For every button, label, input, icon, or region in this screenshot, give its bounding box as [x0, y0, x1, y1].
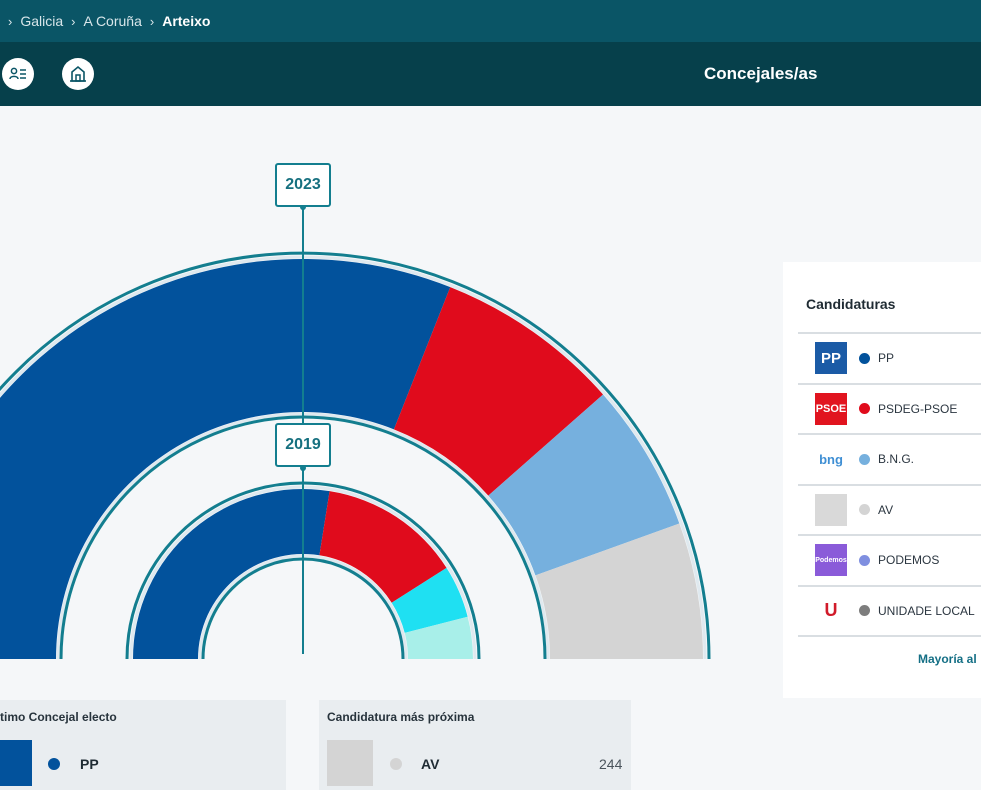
party-name: UNIDADE LOCAL [878, 603, 975, 618]
hemicycle-arcs [0, 251, 711, 660]
seat-2023-segment[interactable] [488, 394, 680, 576]
party-name: AV [878, 502, 894, 517]
closest-candidate-title: Candidatura más próxima [327, 710, 475, 724]
mayoria-link[interactable]: Mayoría al [918, 652, 977, 666]
party-logo [815, 493, 847, 526]
breadcrumb-item-arteixo: Arteixo [162, 13, 211, 29]
chevron-right-icon: › [149, 13, 155, 29]
candidate-list-button[interactable] [2, 58, 34, 90]
seat-2023-segment[interactable] [0, 259, 451, 659]
year-label-2019[interactable]: 2019 [275, 423, 331, 467]
candidatura-row[interactable]: Podemos PODEMOS [798, 536, 981, 587]
party-logo: PSOE [815, 392, 847, 425]
candidatura-row[interactable]: bng B.N.G. [798, 435, 981, 486]
party-logo: bng [815, 443, 847, 476]
party-dot [390, 758, 402, 770]
hemicycle-chart [0, 204, 711, 660]
party-logo: PP [815, 342, 847, 375]
seat-2019-segment[interactable] [391, 567, 468, 633]
party-logo: U [815, 594, 847, 627]
av-logo [327, 740, 373, 786]
seat-2019-segment[interactable] [319, 491, 447, 603]
party-name: PODEMOS [878, 553, 940, 568]
candidaturas-title: Candidaturas [806, 296, 896, 312]
closest-candidate-card: Candidatura más próxima AV 244 [319, 700, 631, 790]
party-color-dot [859, 554, 870, 566]
year-label-2023[interactable]: 2023 [275, 163, 331, 207]
party-logo: Podemos [815, 544, 847, 577]
breadcrumb-item-galicia[interactable]: Galicia [20, 13, 64, 29]
seat-2019-segment[interactable] [133, 489, 330, 659]
town-hall-icon [70, 65, 86, 82]
top-breadcrumb-bar: › Galicia › A Coruña › Arteixo [0, 0, 981, 42]
chevron-right-icon: › [71, 13, 76, 29]
party-dot [48, 758, 60, 770]
chevron-right-icon: › [8, 13, 13, 29]
last-elected-title: timo Concejal electo [0, 710, 117, 724]
closest-candidate-votes: 244 [599, 756, 623, 772]
candidate-list-icon [9, 67, 26, 80]
breadcrumb-item-a-coruna[interactable]: A Coruña [83, 13, 142, 29]
party-name: PSDEG-PSOE [878, 401, 958, 416]
party-color-dot [859, 605, 870, 617]
party-color-dot [859, 352, 870, 364]
seat-2023-segment[interactable] [393, 287, 604, 496]
closest-candidate-party: AV [421, 756, 440, 772]
party-name: B.N.G. [878, 452, 915, 467]
candidaturas-panel: Candidaturas PP PP PSOE PSDEG-PSOE bng B.N.G.… [783, 262, 981, 698]
seat-2023-segment[interactable] [535, 523, 703, 659]
candidatura-row[interactable]: PSOE PSDEG-PSOE [798, 385, 981, 435]
candidatura-row[interactable]: AV [798, 486, 981, 536]
candidaturas-list: PP PP PSOE PSDEG-PSOE bng B.N.G. AV Podemos PODE… [798, 332, 981, 637]
party-name: PP [878, 351, 895, 366]
pp-logo [0, 740, 32, 786]
seat-2019-segment[interactable] [404, 616, 473, 659]
last-elected-card: timo Concejal electo PP [0, 700, 286, 790]
page-title: Concejales/as [704, 64, 818, 83]
last-elected-party: PP [80, 756, 99, 772]
party-color-dot [859, 504, 870, 516]
section-header: Concejales/as [0, 42, 981, 106]
party-color-dot [859, 453, 870, 465]
party-color-dot [859, 403, 870, 415]
town-hall-button[interactable] [62, 58, 94, 90]
candidatura-row[interactable]: PP PP [798, 334, 981, 385]
candidatura-row[interactable]: U UNIDADE LOCAL [798, 587, 981, 637]
